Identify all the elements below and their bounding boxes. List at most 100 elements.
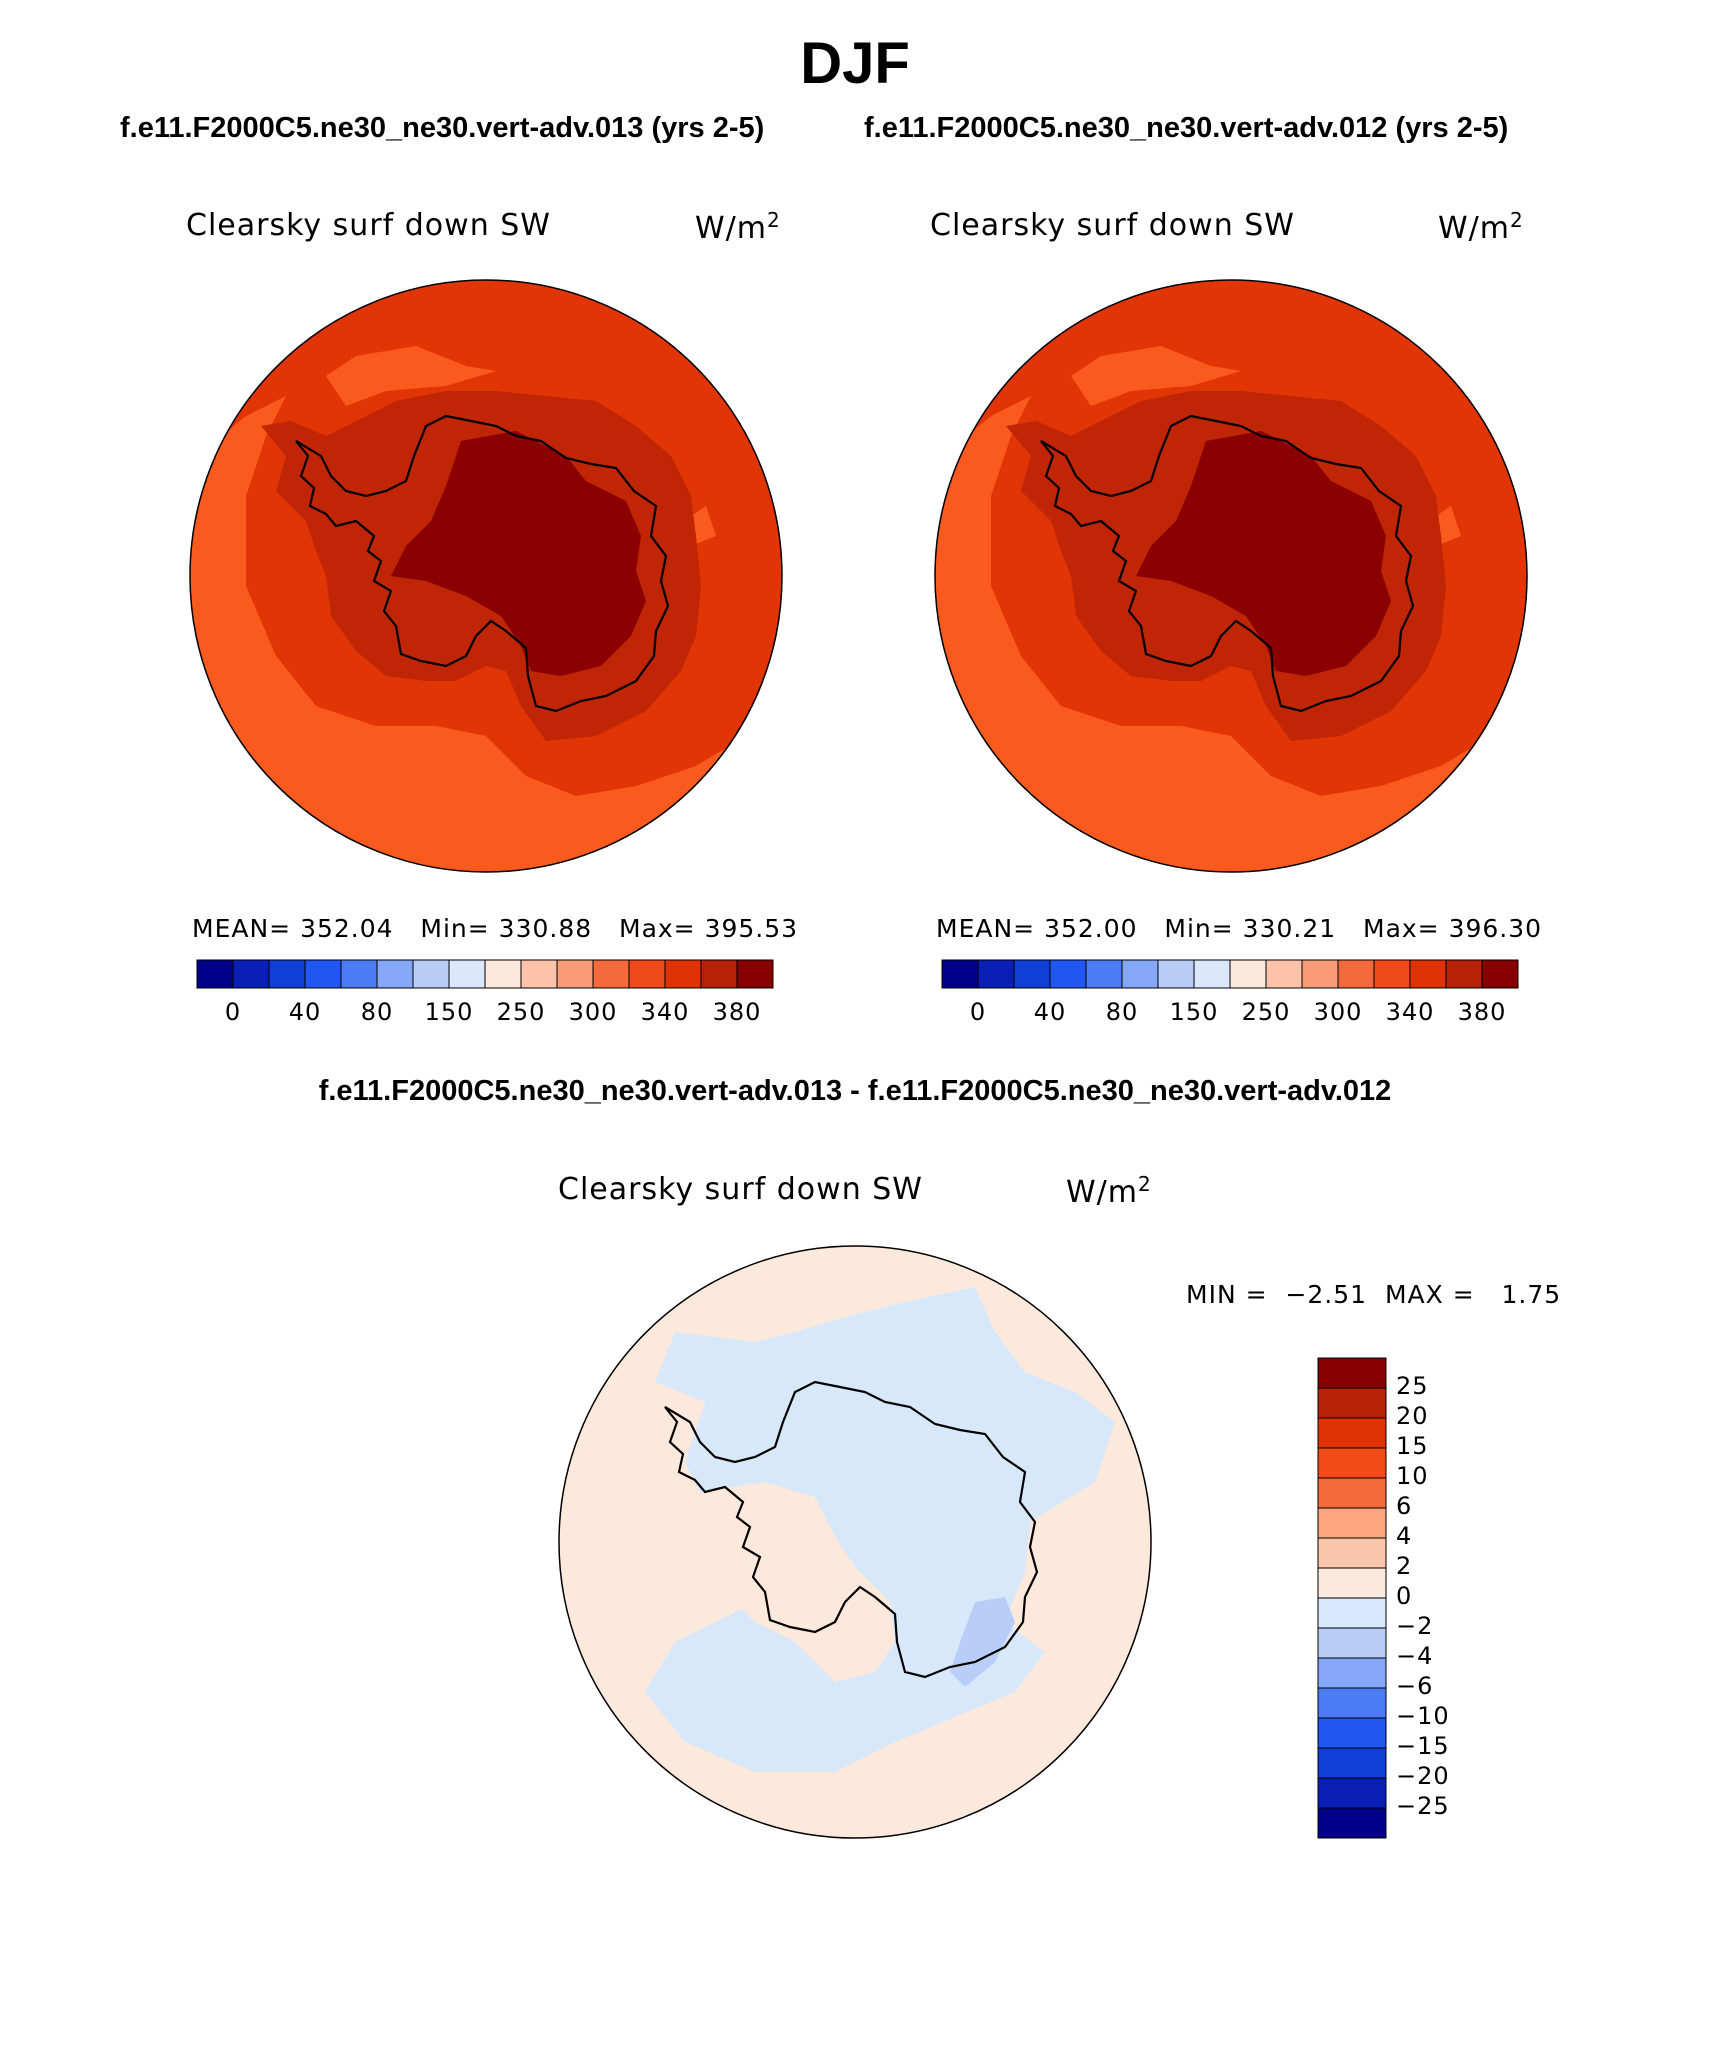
panel-a-mean: 352.04 bbox=[300, 914, 394, 943]
panel-a-colorbar-tick-label: 250 bbox=[496, 998, 546, 1026]
panel-a-colorbar-tick-label: 340 bbox=[640, 998, 690, 1026]
panel-a-colorbar-tick-label: 150 bbox=[424, 998, 474, 1026]
panel-b-colorbar-box bbox=[1301, 959, 1339, 989]
panel-b-colorbar-box bbox=[941, 959, 979, 989]
panel-a-colorbar-box bbox=[736, 959, 774, 989]
panel-b-colorbar-box bbox=[1193, 959, 1231, 989]
panel-a-colorbar-box bbox=[592, 959, 630, 989]
panel-b-colorbar-box bbox=[1445, 959, 1483, 989]
panel-diff-colorbar-box bbox=[1317, 1657, 1387, 1689]
panel-diff-colorbar-tick-label: −20 bbox=[1396, 1762, 1450, 1790]
panel-diff-colorbar-tick-label: −15 bbox=[1396, 1732, 1450, 1760]
panel-b-colorbar-box bbox=[1121, 959, 1159, 989]
panel-diff-colorbar-tick-label: 6 bbox=[1396, 1492, 1413, 1520]
panel-diff-units: W/m2 bbox=[1066, 1172, 1152, 1210]
panel-a-colorbar-box bbox=[412, 959, 450, 989]
panel-b-colorbar-box bbox=[1229, 959, 1267, 989]
case-a-title: f.e11.F2000C5.ne30_ne30.vert-adv.013 (yr… bbox=[120, 112, 765, 144]
panel-diff-colorbar-box bbox=[1317, 1567, 1387, 1599]
panel-diff-colorbar-tick-label: −4 bbox=[1396, 1642, 1434, 1670]
panel-a-colorbar-box bbox=[556, 959, 594, 989]
panel-diff-colorbar-box bbox=[1317, 1717, 1387, 1749]
panel-a-units: W/m2 bbox=[695, 208, 781, 246]
panel-b-colorbar-box bbox=[1409, 959, 1447, 989]
panel-diff-colorbar-tick-label: 15 bbox=[1396, 1432, 1429, 1460]
panel-a-colorbar-box bbox=[340, 959, 378, 989]
panel-a-colorbar-box bbox=[304, 959, 342, 989]
panel-diff-colorbar bbox=[1317, 1357, 1387, 1839]
panel-diff-colorbar-tick-label: −6 bbox=[1396, 1672, 1434, 1700]
panel-a-colorbar-tick-label: 300 bbox=[568, 998, 618, 1026]
panel-b-map bbox=[934, 279, 1528, 873]
panel-b-colorbar-box bbox=[1337, 959, 1375, 989]
panel-diff-map bbox=[558, 1245, 1152, 1839]
panel-b-stats: MEAN= 352.00 Min= 330.21 Max= 396.30 bbox=[936, 914, 1543, 943]
case-b-title: f.e11.F2000C5.ne30_ne30.vert-adv.012 (yr… bbox=[864, 112, 1509, 144]
panel-b-colorbar-box bbox=[1013, 959, 1051, 989]
panel-a-colorbar-box bbox=[664, 959, 702, 989]
panel-b-colorbar-tick-label: 40 bbox=[1033, 998, 1067, 1026]
panel-diff-colorbar-tick-label: 0 bbox=[1396, 1582, 1413, 1610]
panel-a-colorbar-tick-label: 380 bbox=[712, 998, 762, 1026]
panel-a-colorbar-box bbox=[232, 959, 270, 989]
panel-diff-colorbar-box bbox=[1317, 1597, 1387, 1629]
panel-b-colorbar-box bbox=[1049, 959, 1087, 989]
panel-diff-colorbar-box bbox=[1317, 1357, 1387, 1389]
panel-a-colorbar-tick-label: 40 bbox=[288, 998, 322, 1026]
panel-diff-colorbar-box bbox=[1317, 1537, 1387, 1569]
panel-diff-colorbar-box bbox=[1317, 1387, 1387, 1419]
panel-diff-colorbar-tick-label: 10 bbox=[1396, 1462, 1429, 1490]
panel-diff-colorbar-tick-label: 4 bbox=[1396, 1522, 1413, 1550]
panel-a-stats: MEAN= 352.04 Min= 330.88 Max= 395.53 bbox=[192, 914, 799, 943]
panel-a-colorbar-tick-label: 80 bbox=[360, 998, 394, 1026]
panel-diff-stats: MIN = −2.51 MAX = 1.75 bbox=[1186, 1280, 1562, 1309]
panel-a-max: 395.53 bbox=[704, 914, 799, 943]
panel-a-colorbar bbox=[196, 959, 774, 989]
panel-diff-colorbar-box bbox=[1317, 1807, 1387, 1839]
season-title: DJF bbox=[800, 31, 910, 96]
panel-diff-max: 1.75 bbox=[1501, 1280, 1562, 1309]
panel-a-colorbar-tick-label: 0 bbox=[224, 998, 242, 1026]
panel-b-colorbar bbox=[941, 959, 1519, 989]
panel-diff-colorbar-box bbox=[1317, 1777, 1387, 1809]
panel-b-variable-label: Clearsky surf down SW bbox=[930, 208, 1295, 243]
panel-a-map bbox=[189, 279, 783, 873]
panel-diff-colorbar-tick-label: −25 bbox=[1396, 1792, 1450, 1820]
panel-b-colorbar-tick-label: 250 bbox=[1241, 998, 1291, 1026]
panel-b-colorbar-box bbox=[1157, 959, 1195, 989]
panel-diff-colorbar-box bbox=[1317, 1747, 1387, 1779]
panel-b-units: W/m2 bbox=[1438, 208, 1524, 246]
panel-diff-colorbar-tick-label: 25 bbox=[1396, 1372, 1429, 1400]
panel-diff-colorbar-tick-label: 20 bbox=[1396, 1402, 1429, 1430]
panel-b-colorbar-box bbox=[1265, 959, 1303, 989]
panel-b-colorbar-tick-label: 150 bbox=[1169, 998, 1219, 1026]
panel-b-colorbar-tick-label: 340 bbox=[1385, 998, 1435, 1026]
panel-a-variable-label: Clearsky surf down SW bbox=[186, 208, 551, 243]
panel-diff-colorbar-box bbox=[1317, 1477, 1387, 1509]
difference-title: f.e11.F2000C5.ne30_ne30.vert-adv.013 - f… bbox=[318, 1075, 1392, 1107]
panel-a-colorbar-box bbox=[196, 959, 234, 989]
panel-b-mean: 352.00 bbox=[1044, 914, 1138, 943]
panel-a-colorbar-box bbox=[520, 959, 558, 989]
panel-diff-colorbar-box bbox=[1317, 1507, 1387, 1539]
panel-b-colorbar-box bbox=[1481, 959, 1519, 989]
panel-b-colorbar-tick-label: 300 bbox=[1313, 998, 1363, 1026]
panel-a-colorbar-box bbox=[700, 959, 738, 989]
panel-diff-colorbar-box bbox=[1317, 1447, 1387, 1479]
panel-diff-colorbar-box bbox=[1317, 1687, 1387, 1719]
panel-a-colorbar-box bbox=[628, 959, 666, 989]
panel-a-colorbar-box bbox=[448, 959, 486, 989]
panel-diff-colorbar-tick-label: −10 bbox=[1396, 1702, 1450, 1730]
panel-b-max: 396.30 bbox=[1448, 914, 1543, 943]
panel-a-colorbar-box bbox=[268, 959, 306, 989]
panel-diff-colorbar-box bbox=[1317, 1627, 1387, 1659]
panel-b-colorbar-box bbox=[1085, 959, 1123, 989]
panel-b-colorbar-tick-label: 380 bbox=[1457, 998, 1507, 1026]
panel-diff-colorbar-tick-label: −2 bbox=[1396, 1612, 1434, 1640]
panel-diff-colorbar-tick-label: 2 bbox=[1396, 1552, 1413, 1580]
panel-a-colorbar-box bbox=[376, 959, 414, 989]
panel-b-min: 330.21 bbox=[1242, 914, 1337, 943]
panel-diff-min: −2.51 bbox=[1285, 1280, 1368, 1309]
panel-a-min: 330.88 bbox=[498, 914, 593, 943]
